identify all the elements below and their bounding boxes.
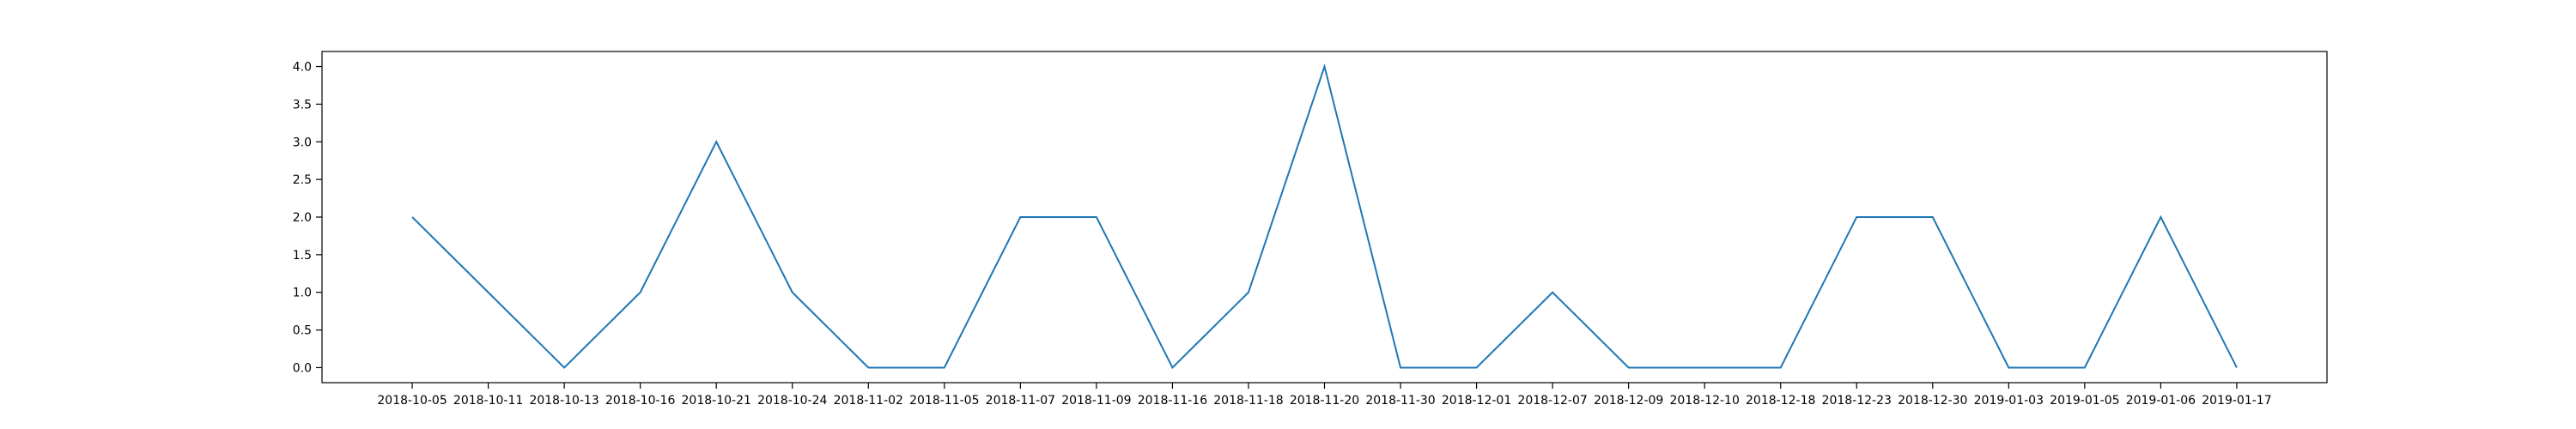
x-tick-label: 2018-10-16	[605, 394, 675, 408]
x-tick-label: 2019-01-17	[2202, 394, 2271, 408]
x-tick-label: 2018-12-10	[1669, 394, 1739, 408]
x-tick-label: 2018-12-30	[1898, 394, 1967, 408]
x-tick-label: 2018-12-01	[1442, 394, 1511, 408]
x-axis-ticks: 2018-10-05 2018-10-11 2018-10-13 2018-10-16…	[377, 383, 2272, 408]
plot-frame	[321, 51, 2328, 384]
x-tick-label: 2018-11-18	[1213, 394, 1283, 408]
y-tick-label: 4.0	[293, 61, 312, 75]
series-line	[411, 63, 2238, 370]
x-tick-label: 2018-11-09	[1061, 394, 1131, 408]
x-tick-label: 2019-01-06	[2126, 394, 2196, 408]
x-tick-label: 2018-12-07	[1517, 394, 1587, 408]
x-tick-label: 2018-10-21	[682, 394, 751, 408]
y-tick-label: 3.5	[293, 98, 312, 112]
y-tick-label: 1.5	[293, 249, 312, 263]
y-tick-label: 3.0	[293, 136, 312, 149]
x-tick-label: 2018-10-13	[529, 394, 598, 408]
y-axis-ticks: 0.0 0.5 1.0 1.5 2.0 2.5 3.0 3.5 4.0	[293, 61, 322, 375]
x-tick-label: 2018-10-11	[453, 394, 523, 408]
y-tick-label: 2.0	[293, 211, 312, 225]
x-tick-label: 2018-12-18	[1746, 394, 1815, 408]
x-tick-label: 2018-11-20	[1290, 394, 1359, 408]
x-tick-label: 2018-11-05	[909, 394, 979, 408]
y-tick-label: 0.0	[293, 361, 312, 375]
y-tick-label: 2.5	[293, 173, 312, 187]
x-tick-label: 2018-11-30	[1365, 394, 1435, 408]
x-tick-label: 2018-11-16	[1138, 394, 1207, 408]
x-tick-label: 2018-12-09	[1594, 394, 1663, 408]
x-tick-label: 2018-10-24	[757, 394, 827, 408]
x-tick-label: 2018-10-05	[377, 394, 447, 408]
x-tick-label: 2019-01-05	[2050, 394, 2119, 408]
x-tick-label: 2018-11-07	[986, 394, 1055, 408]
y-tick-label: 1.0	[293, 287, 312, 300]
y-tick-label: 0.5	[293, 324, 312, 338]
x-tick-label: 2018-12-23	[1822, 394, 1892, 408]
x-tick-label: 2019-01-03	[1974, 394, 2044, 408]
x-tick-label: 2018-11-02	[834, 394, 903, 408]
